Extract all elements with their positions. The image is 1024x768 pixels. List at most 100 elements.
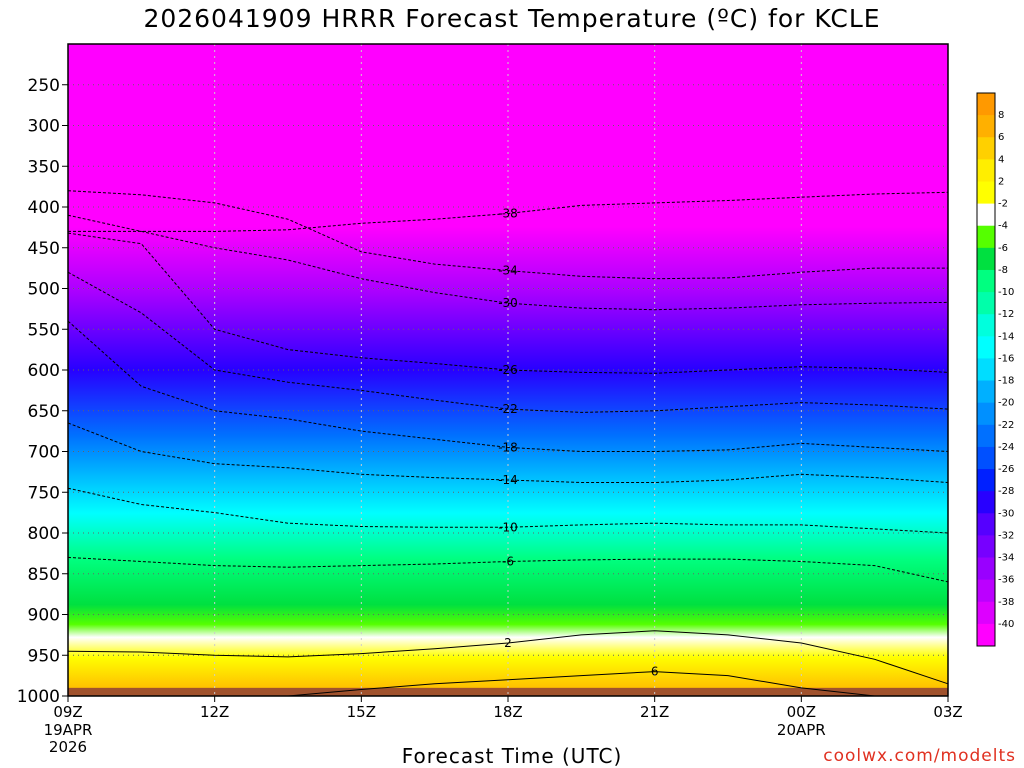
y-tick-label: 1000 [17,687,60,707]
contour-line [67,422,949,483]
x-tick-label: 15Z [347,703,376,721]
colorbar-label: -16 [998,353,1014,364]
colorbar-label: -34 [998,553,1014,564]
y-tick-label: 950 [28,646,60,666]
colorbar-swatch [977,159,995,182]
colorbar-label: -12 [998,309,1014,320]
x-tick-label: 09Z [53,703,82,721]
colorbar-label: -26 [998,464,1014,475]
colorbar-label: 2 [998,176,1004,187]
colorbar-label: -10 [998,287,1014,298]
colorbar-label: -8 [998,265,1008,276]
y-tick-label: 900 [28,606,60,626]
y-tick-label: 650 [28,402,60,422]
colorbar-swatch [977,93,995,116]
contour-line [287,671,948,697]
colorbar-swatch [977,203,995,227]
y-tick-label: 250 [28,76,60,96]
colorbar-swatch [977,535,995,559]
colorbar-label: -22 [998,420,1014,431]
contour-line [67,487,949,534]
contour-label: -30 [498,296,518,310]
contour-label: -18 [498,440,518,454]
contour-label: -34 [498,264,518,278]
colorbar-label: -4 [998,221,1008,232]
colorbar-label: -30 [998,508,1014,519]
y-tick-label: 350 [28,157,60,177]
colorbar-swatch [977,181,995,205]
y-tick-label: 400 [28,198,60,218]
colorbar-label: 4 [998,154,1004,165]
contour-label: -26 [498,363,518,377]
colorbar-label: 6 [998,132,1004,143]
contour-line [67,630,949,685]
colorbar-swatch [977,469,995,492]
x-axis-label: Forecast Time (UTC) [401,744,623,768]
contour-line [67,214,949,311]
colorbar-swatch [977,601,995,625]
colorbar-swatch [977,424,995,448]
colorbar-swatch [977,623,995,647]
contour-label: 2 [504,636,512,650]
colorbar-swatch [977,336,995,359]
contour-label: 6 [651,665,659,679]
y-tick-label: 750 [28,483,60,503]
y-tick-label: 550 [28,320,60,340]
credit-link[interactable]: coolwx.com/modelts [823,746,1016,766]
colorbar-swatch [977,314,995,337]
x-tick-label: 21Z [640,703,669,721]
contour-label: -22 [498,402,518,416]
colorbar-frame [976,92,996,647]
colorbar-label: -28 [998,486,1014,497]
contour-line [67,320,949,452]
contour-label: -6 [502,555,514,569]
colorbar-label: -36 [998,575,1014,586]
y-tick-label: 450 [28,239,60,259]
y-tick-label: 500 [28,280,60,300]
x-tick-label: 00Z [787,703,816,721]
y-tick-label: 850 [28,565,60,585]
colorbar-swatch [977,446,995,470]
colorbar: 8 6 4 2 -2 -4 -6 -8 -10 -12 -14 -16 -18 -20 -22 -24 -26 -… [976,92,1014,647]
ground-surface [68,687,948,696]
colorbar-label: -24 [998,442,1014,453]
contour-line [67,232,949,374]
colorbar-label: -40 [998,619,1014,630]
plot-area: -38 -34 -30 -26 -22 -18 -14 -10 -6 2 6 [67,43,949,697]
colorbar-label: -20 [998,398,1014,409]
colorbar-label: -38 [998,597,1014,608]
contour-line [67,556,949,583]
contour-label: -38 [498,207,518,221]
x-tick-sublabel: 2026 [49,738,87,756]
colorbar-label: -2 [998,199,1008,210]
colorbar-swatch [977,513,995,536]
contour-line [67,271,949,413]
y-ticks: 250 300 350 400 450 500 550 600 650 700 750 800 850 9… [17,76,68,707]
colorbar-label: -18 [998,376,1014,387]
colorbar-swatch [977,269,995,293]
colorbar-swatch [977,137,995,160]
colorbar-label: 8 [998,110,1004,121]
y-tick-label: 300 [28,117,60,137]
contour-label: -14 [498,473,518,487]
x-tick-label: 18Z [493,703,522,721]
chart-title: 2026041909 HRRR Forecast Temperature (ºC… [143,4,881,33]
colorbar-swatch [977,402,995,426]
x-tick-sublabel: 19APR [44,721,93,739]
colorbar-label: -32 [998,530,1014,541]
contour-line [67,190,948,280]
x-tick-label: 12Z [200,703,229,721]
colorbar-label: -14 [998,331,1014,342]
colorbar-swatch [977,380,995,404]
x-tick-label: 03Z [933,703,962,721]
contour-label: -10 [498,520,518,534]
colorbar-swatch [977,247,995,271]
colorbar-swatch [977,358,995,382]
x-tick-sublabel: 20APR [777,721,826,739]
colorbar-swatch [977,579,995,603]
colorbar-swatch [977,491,995,514]
y-tick-label: 700 [28,443,60,463]
contour-line [68,191,949,232]
